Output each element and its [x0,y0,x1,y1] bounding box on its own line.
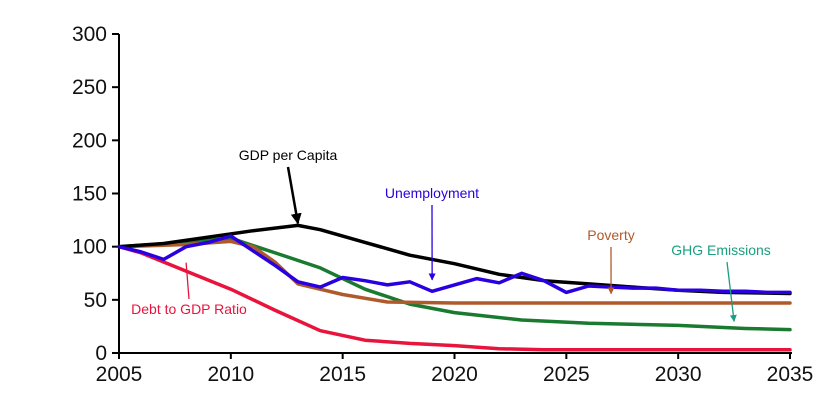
annotation-arrow-debt-to-gdp-ratio [185,262,190,300]
x-tick-label: 2025 [543,363,590,386]
series-line-unemployment [117,234,792,295]
annotation-label-unemployment: Unemployment [385,185,479,201]
annotation-label-debt-to-gdp-ratio: Debt to GDP Ratio [131,301,247,317]
y-tick-label: 200 [72,129,107,152]
y-tick-label: 0 [95,342,107,365]
axes [112,33,792,359]
x-tick-label: 2010 [207,363,254,386]
series-line-debt-to-gdp-ratio [117,244,792,352]
y-tick-label: 50 [84,289,107,312]
y-tick-label: 300 [72,23,107,46]
tick-labels: 0 50 100 150 200 250 300 2005 2010 2015 2020 2025 20… [72,23,813,386]
annotation-arrow-gdp-per-capita [286,166,302,225]
y-tick-label: 150 [72,183,107,206]
annotation-arrow-ghg-emissions [726,261,737,322]
x-tick-label: 2020 [431,363,478,386]
x-tick-label: 2005 [96,363,143,386]
annotation-label-poverty: Poverty [587,227,634,243]
annotation-label-gdp-per-capita: GDP per Capita [239,147,338,163]
annotations: GDP per Capita Unemployment Poverty GHG Emi… [131,147,771,322]
annotation-label-ghg-emissions: GHG Emissions [671,242,771,258]
y-tick-label: 250 [72,76,107,99]
x-tick-label: 2015 [319,363,366,386]
x-tick-label: 2030 [655,363,702,386]
y-tick-label: 100 [72,236,107,259]
series-line-ghg-emissions [117,236,792,332]
x-tick-label: 2035 [767,363,814,386]
series-line-poverty [117,239,792,305]
